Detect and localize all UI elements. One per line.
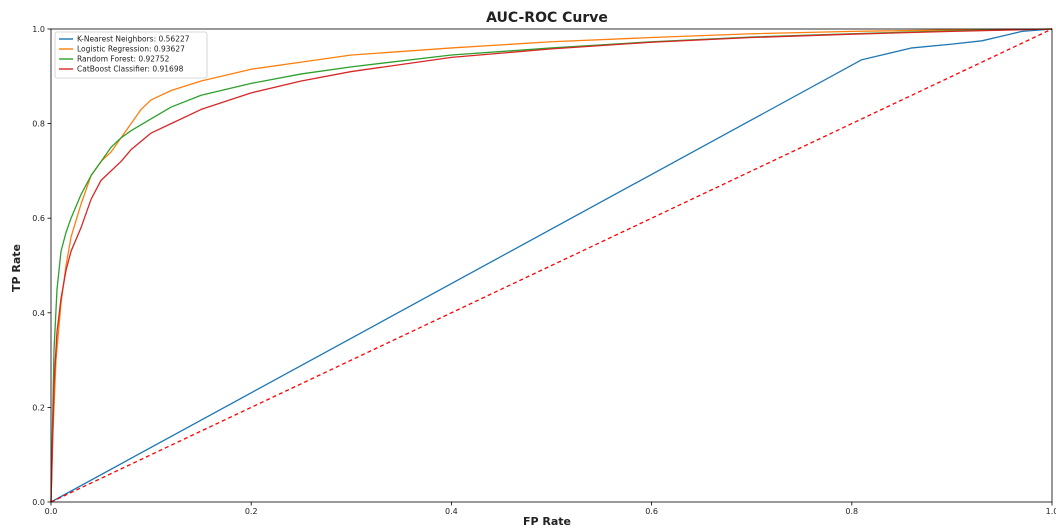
x-tick-label: 0.4: [445, 507, 458, 516]
x-tick-label: 0.0: [45, 507, 58, 516]
series-line-0: [50, 28, 1053, 503]
y-tick-label: 0.8: [32, 120, 45, 129]
y-tick-label: 0.2: [32, 403, 45, 412]
x-tick-label: 1.0: [1046, 507, 1056, 516]
chance-line: [50, 28, 1053, 503]
chart-title: AUC-ROC Curve: [486, 10, 608, 26]
x-tick-label: 0.2: [245, 507, 258, 516]
series-line-3: [50, 28, 1053, 503]
series-line-1: [50, 28, 1053, 503]
x-axis-label: FP Rate: [523, 515, 571, 528]
y-tick-label: 1.0: [32, 25, 45, 34]
legend-label-3: CatBoost Classifier: 0.91698: [77, 65, 184, 74]
legend-box: [54, 31, 208, 79]
x-tick-label: 0.8: [845, 507, 858, 516]
legend-label-0: K-Nearest Neighbors: 0.56227: [77, 35, 190, 44]
y-axis-label: TP Rate: [10, 244, 23, 292]
legend-label-1: Logistic Regression: 0.93627: [77, 45, 185, 54]
plot-frame: [50, 28, 1053, 503]
x-tick-label: 0.6: [645, 507, 658, 516]
y-tick-label: 0.6: [32, 214, 45, 223]
y-tick-label: 0.4: [32, 309, 45, 318]
plot-area: [50, 28, 1053, 503]
y-tick-label: 0.0: [32, 498, 45, 507]
axes: 0.0 0.2 0.4 0.6 0.8 1.0 0.0 0.2 0.4 0.6 0.8 1.0: [32, 25, 1056, 516]
legend-label-2: Random Forest: 0.92752: [77, 55, 170, 64]
